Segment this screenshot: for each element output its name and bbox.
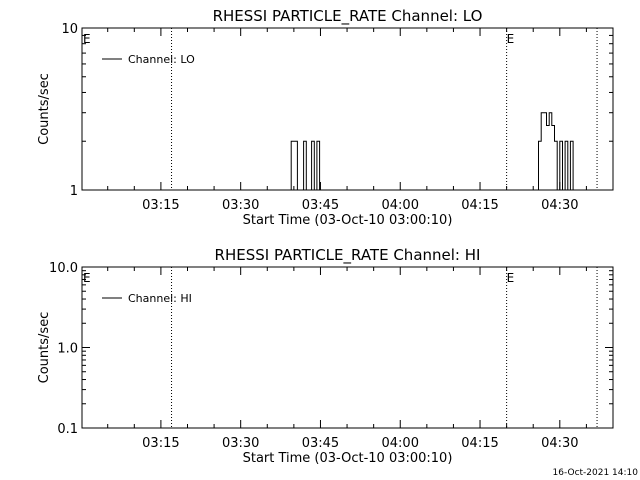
panel1-xtick-label: 03:15 bbox=[142, 198, 179, 213]
panel1-legend-entry: Channel: LO bbox=[128, 53, 195, 66]
panel2-event-marker: E bbox=[83, 271, 91, 285]
panel1-xtick-label: 03:45 bbox=[302, 198, 339, 213]
panel1-event-marker: E bbox=[507, 32, 515, 46]
panel2-event-marker: E bbox=[507, 271, 515, 285]
panel2-title: RHESSI PARTICLE_RATE Channel: HI bbox=[215, 246, 481, 265]
panel2-xtick-label: 03:15 bbox=[142, 436, 179, 451]
panel1-xtick-label: 04:30 bbox=[541, 198, 578, 213]
panel1-xtick-label: 03:30 bbox=[222, 198, 259, 213]
panel1-yaxis-label: Counts/sec bbox=[37, 73, 52, 145]
timestamp-footer: 16-Oct-2021 14:10 bbox=[552, 468, 638, 478]
panel2-yaxis-label: Counts/sec bbox=[37, 312, 52, 384]
panel1-xtick-label: 04:15 bbox=[461, 198, 498, 213]
panel2-xtick-label: 03:45 bbox=[302, 436, 339, 451]
panel1-title: RHESSI PARTICLE_RATE Channel: LO bbox=[213, 7, 483, 26]
panel1-xtick-label: 04:00 bbox=[382, 198, 419, 213]
panel2-xtick-label: 04:30 bbox=[541, 436, 578, 451]
panel2-ytick-label: 0.1 bbox=[57, 422, 78, 437]
panel2-xtick-label: 03:30 bbox=[222, 436, 259, 451]
panel1-series-line bbox=[82, 112, 613, 191]
panel1-event-marker: E bbox=[83, 32, 91, 46]
panel2-ytick-label: 1.0 bbox=[57, 342, 78, 357]
panel1-ytick-label: 1 bbox=[70, 184, 78, 199]
panel2-xaxis-label: Start Time (03-Oct-10 03:00:10) bbox=[243, 451, 453, 466]
panel1-ytick-label: 10 bbox=[61, 22, 78, 37]
panel2-legend-entry: Channel: HI bbox=[128, 292, 192, 305]
panel1-xaxis-label: Start Time (03-Oct-10 03:00:10) bbox=[243, 213, 453, 228]
panel2-xtick-label: 04:00 bbox=[382, 436, 419, 451]
panel2-ytick-label: 10.0 bbox=[49, 261, 78, 276]
panel2-xtick-label: 04:15 bbox=[461, 436, 498, 451]
